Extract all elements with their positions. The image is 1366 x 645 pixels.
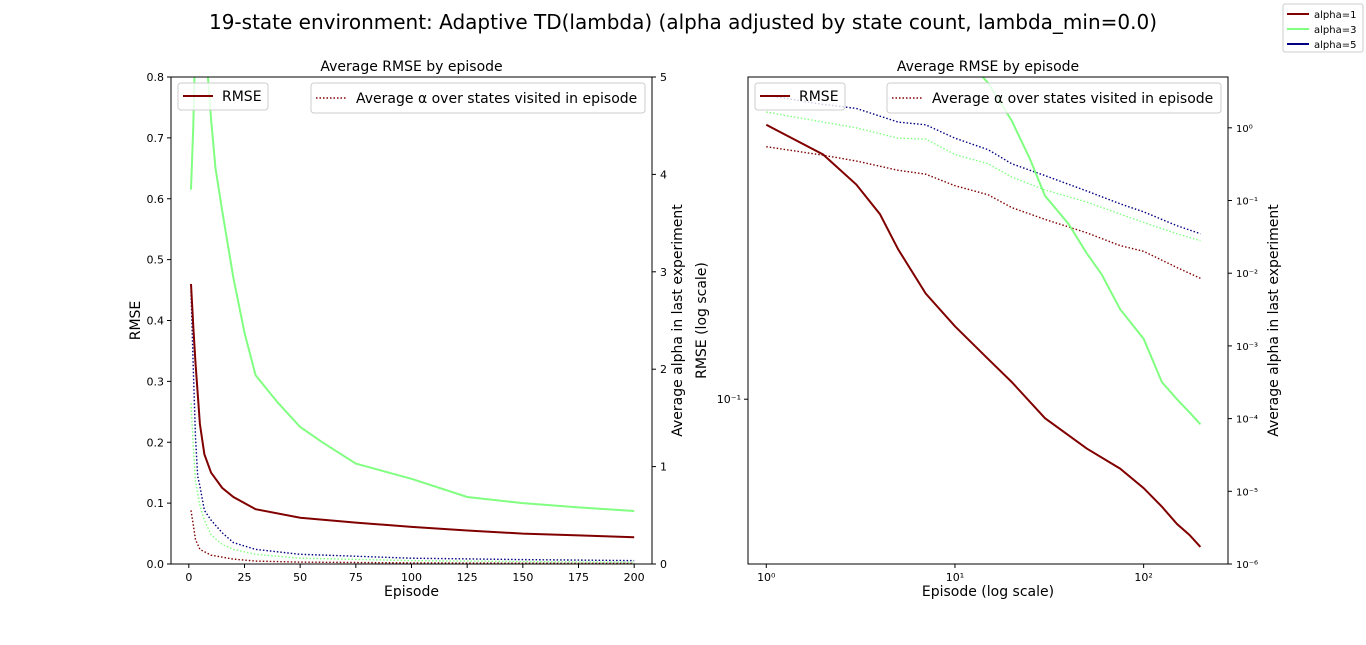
left-y2tick-label: 3 [660,266,667,279]
left-y2tick-label: 4 [660,168,667,181]
figure-legend-label-alpha=5: alpha=5 [1314,40,1356,51]
right-legend-alpha-box [886,82,1222,114]
right-y-axis-label: RMSE (log scale) [694,262,710,379]
right-y2tick-label: 10⁻⁴ [1236,415,1258,426]
left-y-axis-label: RMSE [128,301,144,341]
right-legend-rmse-label: RMSE [799,89,839,105]
left-y2tick-label: 5 [660,71,667,84]
right-rmse-line-alpha=3 [981,77,1202,425]
left-xtick-label: 150 [512,571,533,584]
left-ytick-label: 0.0 [147,558,165,571]
left-y2-axis-label: Average alpha in last experiment [670,204,686,437]
left-legend-rmse: RMSE [177,82,269,111]
left-alpha-line-alpha=1 [190,510,635,564]
left-legend-rmse-box [177,82,269,111]
left-alpha-line-alpha=5 [190,291,635,562]
right-legend-alpha-label: Average α over states visited in episode [932,91,1213,107]
left-chart-title: Average RMSE by episode [320,59,502,75]
right-y2tick-label: 10⁻¹ [1236,197,1258,208]
left-legend-alpha: Average α over states visited in episode [310,82,646,114]
left-y2tick-label: 1 [660,461,667,474]
left-ytick-label: 0.7 [147,132,165,145]
left-ytick-label: 0.3 [147,375,165,388]
left-ytick-label: 0.8 [147,71,165,84]
left-legend-rmse-label: RMSE [222,89,262,105]
right-x-axis-label: Episode (log scale) [922,584,1054,600]
left-plot-area [190,77,635,564]
figure-legend-label-alpha=3: alpha=3 [1314,25,1356,36]
left-rmse-line-alpha=1 [190,283,635,539]
right-panel: 10⁰ 10¹ 10² 10⁻¹ 10⁻⁶ 10⁻⁵ 10⁻⁴ 10⁻³ 10⁻² 10⁻¹ 10⁰… [694,59,1282,600]
left-axes-frame [170,76,653,565]
left-ytick-label: 0.1 [147,497,165,510]
right-alpha-line-alpha=5 [766,94,1201,235]
left-x-axis-label: Episode [384,584,439,600]
right-xtick-label: 10² [1134,571,1152,584]
left-ytick-label: 0.5 [147,254,165,267]
left-xtick-label: 100 [401,571,422,584]
left-rmse-line-alpha=3 [190,77,635,512]
left-y2tick-label: 2 [660,363,667,376]
right-y2tick-label: 10⁰ [1236,124,1253,135]
left-xtick-label: 75 [349,571,363,584]
right-axes-frame [747,76,1229,565]
left-legend-alpha-label: Average α over states visited in episode [356,91,637,107]
figure-legend: alpha=1 alpha=3 alpha=5 [1282,3,1364,53]
left-xtick-label: 50 [293,571,307,584]
right-rmse-line-alpha=1 [765,123,1202,548]
left-xtick-label: 200 [624,571,645,584]
right-chart-title: Average RMSE by episode [897,59,1079,75]
right-legend-rmse-box [754,82,846,111]
left-panel: 0 25 50 75 100 125 150 175 2000.00.10.20.30.40.5… [128,59,686,600]
right-y2tick-label: 10⁻⁶ [1236,560,1258,571]
left-xtick-label: 125 [457,571,478,584]
left-ytick-label: 0.4 [147,315,165,328]
right-y2-axis-label: Average alpha in last experiment [1266,204,1282,437]
right-y2tick-label: 10⁻³ [1236,342,1258,353]
right-xtick-label: 10⁰ [757,571,776,584]
figure-legend-box [1282,3,1364,53]
left-xtick-label: 0 [185,571,192,584]
figure-legend-label-alpha=1: alpha=1 [1314,10,1356,21]
right-xtick-label: 10¹ [946,571,964,584]
left-alpha-line-alpha=3 [190,403,635,563]
right-alpha-line-alpha=1 [766,146,1201,279]
left-ytick-label: 0.2 [147,436,165,449]
right-ytick-label: 10⁻¹ [717,393,741,406]
left-xtick-label: 25 [237,571,251,584]
right-legend-rmse: RMSE [754,82,846,111]
right-alpha-line-alpha=3 [766,111,1201,242]
left-xtick-label: 175 [568,571,589,584]
right-legend-alpha: Average α over states visited in episode [886,82,1222,114]
right-y2tick-label: 10⁻⁵ [1236,487,1258,498]
right-y2tick-label: 10⁻² [1236,269,1258,280]
right-plot-area [765,77,1202,548]
left-y2tick-label: 0 [660,558,667,571]
left-ytick-label: 0.6 [147,193,165,206]
figure-title: 19-state environment: Adaptive TD(lambda… [209,10,1157,34]
left-legend-alpha-box [310,82,646,114]
